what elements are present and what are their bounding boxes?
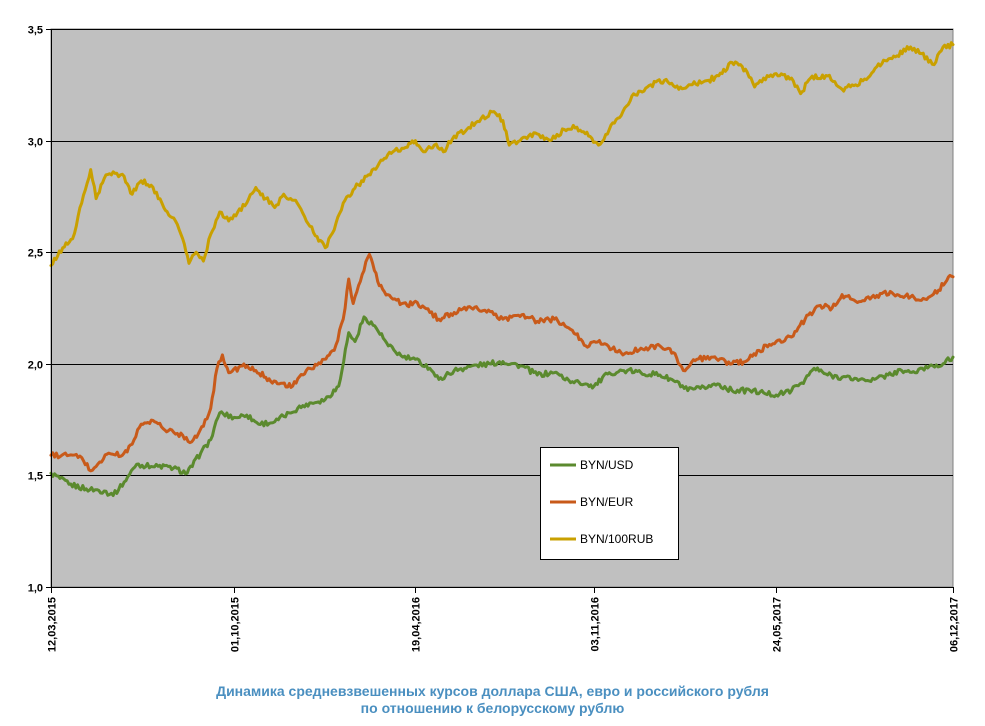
y-tick-label: 3,5 [28,25,43,37]
x-tick-label: 19,04,2016 [411,597,423,652]
x-tick-label: 06,12,2017 [949,597,961,652]
y-tick-label: 2,5 [28,248,43,260]
y-tick-label: 1,0 [28,583,43,595]
x-tick-label: 12,03,2015 [47,597,59,652]
series-line-byn-eur [49,252,955,473]
x-tick-label: 24,05,2017 [772,597,784,652]
y-tick-label: 1,5 [28,471,43,483]
x-tick-label: 01,10,2015 [230,597,242,652]
series-line-byn-usd [49,315,955,497]
y-tick-label: 3,0 [28,137,43,149]
y-tick-label: 2,0 [28,360,43,372]
legend-label: BYN/USD [580,458,634,472]
x-tick-label: 03,11,2016 [590,597,602,651]
legend-label: BYN/100RUB [580,532,653,546]
plot-area [50,28,954,588]
series-line-byn-100rub [49,41,955,268]
chart-title-line-1: Динамика средневзвешенных курсов доллара… [216,683,769,699]
legend-label: BYN/EUR [580,495,634,509]
chart-title-line-2: по отношению к белорусскому рублю [360,700,625,716]
